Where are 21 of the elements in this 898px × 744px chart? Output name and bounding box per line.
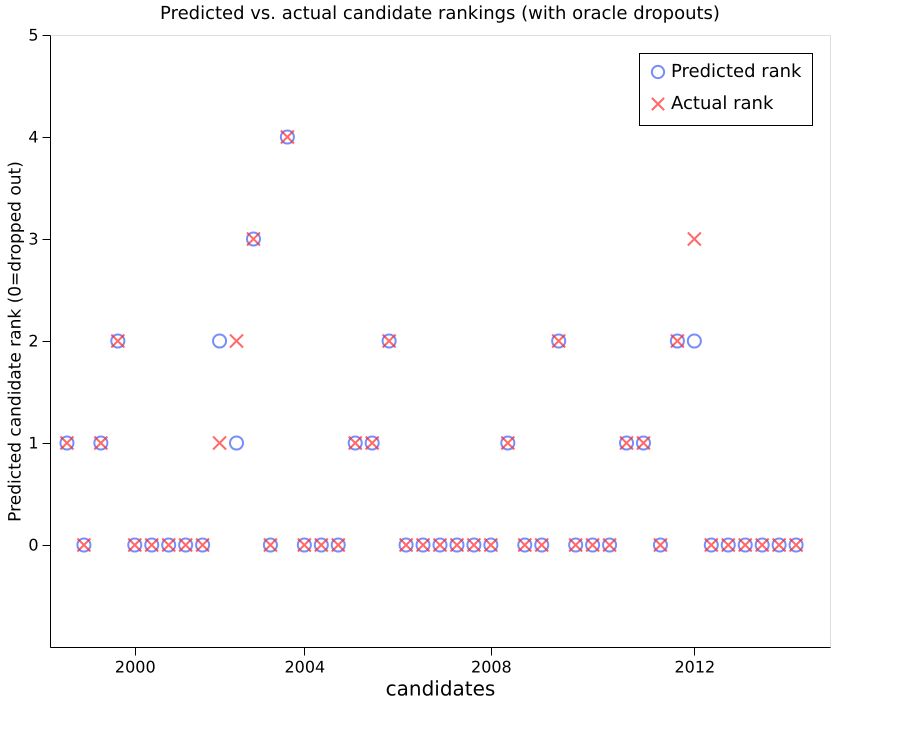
chart-title: Predicted vs. actual candidate rankings (with oracle dropouts) — [160, 3, 720, 24]
x-tick-label: 2000 — [114, 658, 156, 676]
x-tick-label: 2012 — [674, 658, 716, 676]
y-tick-label: 2 — [28, 332, 38, 350]
x-axis-title: candidates — [386, 676, 496, 700]
x-tick-label: 2004 — [284, 658, 326, 676]
point — [686, 333, 702, 349]
point — [686, 231, 702, 247]
point — [212, 435, 228, 451]
x-tick-label: 2008 — [471, 658, 512, 676]
point — [229, 435, 244, 451]
y-axis-title: Predicted candidate rank (0=dropped out) — [5, 161, 26, 522]
y-tick-label: 5 — [28, 26, 38, 44]
y-tick-label: 1 — [28, 434, 38, 452]
point — [212, 333, 228, 349]
legend-label: Predicted rank — [671, 61, 802, 82]
legend-label: Actual rank — [671, 93, 774, 114]
y-tick-label: 4 — [28, 128, 38, 146]
y-tick-label: 0 — [28, 536, 38, 554]
y-tick-label: 3 — [28, 230, 38, 248]
point — [229, 333, 244, 349]
